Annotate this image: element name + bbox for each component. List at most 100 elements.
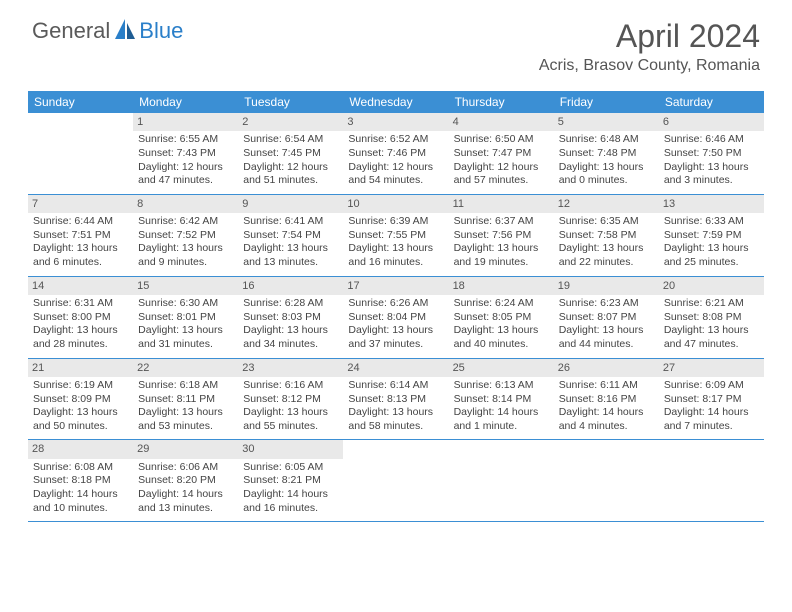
day-number: 6 <box>659 113 764 131</box>
location-text: Acris, Brasov County, Romania <box>539 57 760 75</box>
day-number: 3 <box>343 113 448 131</box>
day-number: 18 <box>449 277 554 295</box>
sunrise-text: Sunrise: 6:42 AM <box>138 215 233 229</box>
sunset-text: Sunset: 8:07 PM <box>559 311 654 325</box>
day-cell: 20Sunrise: 6:21 AMSunset: 8:08 PMDayligh… <box>659 277 764 358</box>
day-cell: 16Sunrise: 6:28 AMSunset: 8:03 PMDayligh… <box>238 277 343 358</box>
daylight-text: Daylight: 13 hours and 3 minutes. <box>664 161 759 188</box>
weekday-wed: Wednesday <box>343 91 448 113</box>
day-cell: 19Sunrise: 6:23 AMSunset: 8:07 PMDayligh… <box>554 277 659 358</box>
day-number: 8 <box>133 195 238 213</box>
sunset-text: Sunset: 7:58 PM <box>559 229 654 243</box>
sunset-text: Sunset: 8:12 PM <box>243 393 338 407</box>
day-cell: 30Sunrise: 6:05 AMSunset: 8:21 PMDayligh… <box>238 440 343 521</box>
day-number: 16 <box>238 277 343 295</box>
daylight-text: Daylight: 13 hours and 58 minutes. <box>348 406 443 433</box>
sunset-text: Sunset: 7:43 PM <box>138 147 233 161</box>
logo-text-general: General <box>32 18 110 44</box>
weekday-thu: Thursday <box>449 91 554 113</box>
day-number: 7 <box>28 195 133 213</box>
day-number: 25 <box>449 359 554 377</box>
sunset-text: Sunset: 8:05 PM <box>454 311 549 325</box>
weekday-mon: Monday <box>133 91 238 113</box>
sunrise-text: Sunrise: 6:13 AM <box>454 379 549 393</box>
day-number: 13 <box>659 195 764 213</box>
daylight-text: Daylight: 14 hours and 16 minutes. <box>243 488 338 515</box>
sunset-text: Sunset: 7:50 PM <box>664 147 759 161</box>
day-number: 9 <box>238 195 343 213</box>
daylight-text: Daylight: 13 hours and 0 minutes. <box>559 161 654 188</box>
sunrise-text: Sunrise: 6:50 AM <box>454 133 549 147</box>
daylight-text: Daylight: 13 hours and 22 minutes. <box>559 242 654 269</box>
sunset-text: Sunset: 7:51 PM <box>33 229 128 243</box>
day-cell: 10Sunrise: 6:39 AMSunset: 7:55 PMDayligh… <box>343 195 448 276</box>
day-number: 24 <box>343 359 448 377</box>
sunset-text: Sunset: 8:09 PM <box>33 393 128 407</box>
day-cell: 7Sunrise: 6:44 AMSunset: 7:51 PMDaylight… <box>28 195 133 276</box>
week-row: 14Sunrise: 6:31 AMSunset: 8:00 PMDayligh… <box>28 277 764 359</box>
day-cell: 17Sunrise: 6:26 AMSunset: 8:04 PMDayligh… <box>343 277 448 358</box>
day-cell: 26 Sunrise: 6:11 AMSunset: 8:16 PMDayligh… <box>554 359 659 440</box>
daylight-text: Daylight: 12 hours and 57 minutes. <box>454 161 549 188</box>
day-number: 26 <box>554 359 659 377</box>
sunrise-text: Sunrise: 6:05 AM <box>243 461 338 475</box>
sunset-text: Sunset: 8:16 PM <box>559 393 654 407</box>
sunset-text: Sunset: 8:18 PM <box>33 474 128 488</box>
sunset-text: Sunset: 7:48 PM <box>559 147 654 161</box>
sunset-text: Sunset: 7:47 PM <box>454 147 549 161</box>
day-cell <box>343 440 448 521</box>
day-cell: 21Sunrise: 6:19 AMSunset: 8:09 PMDayligh… <box>28 359 133 440</box>
day-cell: 3Sunrise: 6:52 AMSunset: 7:46 PMDaylight… <box>343 113 448 194</box>
sunrise-text: Sunrise: 6:54 AM <box>243 133 338 147</box>
daylight-text: Daylight: 13 hours and 31 minutes. <box>138 324 233 351</box>
day-cell: 18Sunrise: 6:24 AMSunset: 8:05 PMDayligh… <box>449 277 554 358</box>
sunrise-text: Sunrise: 6:52 AM <box>348 133 443 147</box>
daylight-text: Daylight: 13 hours and 28 minutes. <box>33 324 128 351</box>
weekday-sun: Sunday <box>28 91 133 113</box>
day-number: 5 <box>554 113 659 131</box>
sunrise-text: Sunrise: 6:48 AM <box>559 133 654 147</box>
day-cell <box>28 113 133 194</box>
day-cell: 1Sunrise: 6:55 AMSunset: 7:43 PMDaylight… <box>133 113 238 194</box>
day-cell: 22Sunrise: 6:18 AMSunset: 8:11 PMDayligh… <box>133 359 238 440</box>
day-number: 2 <box>238 113 343 131</box>
sunrise-text: Sunrise: 6:23 AM <box>559 297 654 311</box>
day-number: 12 <box>554 195 659 213</box>
day-cell: 15Sunrise: 6:30 AMSunset: 8:01 PMDayligh… <box>133 277 238 358</box>
daylight-text: Daylight: 14 hours and 4 minutes. <box>559 406 654 433</box>
day-cell: 14Sunrise: 6:31 AMSunset: 8:00 PMDayligh… <box>28 277 133 358</box>
sunrise-text: Sunrise: 6:33 AM <box>664 215 759 229</box>
day-cell <box>554 440 659 521</box>
day-cell: 5 Sunrise: 6:48 AMSunset: 7:48 PMDaylight… <box>554 113 659 194</box>
day-cell: 4Sunrise: 6:50 AMSunset: 7:47 PMDaylight… <box>449 113 554 194</box>
day-number: 29 <box>133 440 238 458</box>
day-number: 27 <box>659 359 764 377</box>
day-cell: 9Sunrise: 6:41 AMSunset: 7:54 PMDaylight… <box>238 195 343 276</box>
sunrise-text: Sunrise: 6:11 AM <box>559 379 654 393</box>
logo: General Blue <box>32 18 183 44</box>
week-row: 1Sunrise: 6:55 AMSunset: 7:43 PMDaylight… <box>28 113 764 195</box>
sunset-text: Sunset: 7:59 PM <box>664 229 759 243</box>
daylight-text: Daylight: 13 hours and 34 minutes. <box>243 324 338 351</box>
week-row: 7 Sunrise: 6:44 AMSunset: 7:51 PM Daylight… <box>28 195 764 277</box>
sunset-text: Sunset: 8:21 PM <box>243 474 338 488</box>
day-cell: 2Sunrise: 6:54 AMSunset: 7:45 PMDaylight… <box>238 113 343 194</box>
daylight-text: Daylight: 13 hours and 19 minutes. <box>454 242 549 269</box>
weekday-sat: Saturday <box>659 91 764 113</box>
day-number: 19 <box>554 277 659 295</box>
page-header: General Blue April 2024 Acris, Brasov Co… <box>0 0 792 83</box>
sunrise-text: Sunrise: 6:26 AM <box>348 297 443 311</box>
day-number: 17 <box>343 277 448 295</box>
sunrise-text: Sunrise: 6:28 AM <box>243 297 338 311</box>
sunset-text: Sunset: 7:52 PM <box>138 229 233 243</box>
daylight-text: Daylight: 14 hours and 13 minutes. <box>138 488 233 515</box>
sunrise-text: Sunrise: 6:24 AM <box>454 297 549 311</box>
calendar: Sunday Monday Tuesday Wednesday Thursday… <box>28 91 764 522</box>
month-title: April 2024 <box>539 18 760 55</box>
daylight-text: Daylight: 13 hours and 25 minutes. <box>664 242 759 269</box>
day-number: 10 <box>343 195 448 213</box>
title-block: April 2024 Acris, Brasov County, Romania <box>539 18 760 75</box>
daylight-text: Daylight: 13 hours and 50 minutes. <box>33 406 128 433</box>
sunrise-text: Sunrise: 6:44 AM <box>33 215 128 229</box>
day-cell: 6Sunrise: 6:46 AMSunset: 7:50 PMDaylight… <box>659 113 764 194</box>
